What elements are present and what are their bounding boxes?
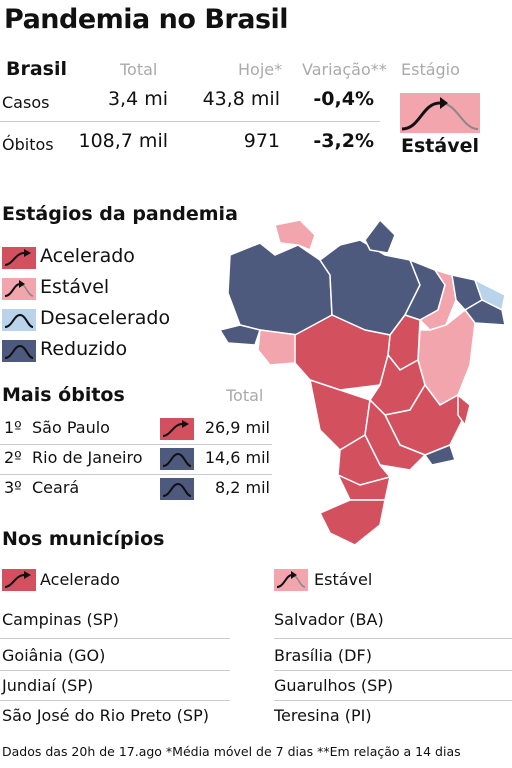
row-cases-variation: -0,4% — [313, 88, 374, 110]
header-stage: Estágio — [401, 60, 460, 79]
stage-item-label: Reduzido — [40, 338, 128, 360]
reduced-stage-icon — [160, 478, 194, 500]
summary-region: Brasil — [6, 58, 68, 80]
state-am — [227, 242, 333, 336]
deaths-rank: 3º — [4, 478, 22, 497]
deaths-total-header: Total — [226, 386, 264, 405]
deaths-total: 14,6 mil — [204, 448, 270, 467]
stable-stage-icon — [274, 569, 308, 591]
reduced-stage-icon — [2, 340, 36, 362]
accelerated-stage-icon — [2, 569, 36, 591]
row-cases-label: Casos — [2, 93, 50, 112]
row-deaths-today: 971 — [243, 130, 280, 152]
state-rr — [274, 219, 316, 251]
decelerating-stage-icon — [2, 309, 36, 331]
state-ro — [257, 329, 299, 366]
summary-divider — [0, 121, 380, 122]
deaths-state: São Paulo — [32, 418, 110, 437]
stage-item-label: Estável — [40, 276, 110, 298]
deaths-state: Ceará — [32, 478, 80, 497]
state-rj — [424, 444, 456, 466]
deaths-state: Rio de Janeiro — [32, 448, 143, 467]
cities-divider — [0, 700, 230, 701]
deaths-rank: 2º — [4, 448, 22, 467]
state-sc — [337, 474, 391, 501]
row-cases-total: 3,4 mi — [107, 88, 168, 110]
deaths-heading: Mais óbitos — [2, 384, 125, 406]
deaths-total: 26,9 mil — [204, 418, 270, 437]
city-stable: Brasília (DF) — [274, 646, 372, 665]
stages-heading: Estágios da pandemia — [2, 203, 238, 225]
deaths-divider — [0, 444, 272, 445]
header-today: Hoje* — [238, 60, 283, 79]
state-ac — [220, 324, 261, 346]
cities-divider — [0, 670, 230, 671]
state-es — [457, 394, 471, 426]
cities-heading: Nos municípios — [2, 528, 165, 550]
deaths-rank: 1º — [4, 418, 22, 437]
stage-item-label: Acelerado — [40, 245, 135, 267]
city-stable: Salvador (BA) — [274, 610, 384, 629]
cities-accelerated-label: Acelerado — [40, 570, 120, 589]
row-deaths-total: 108,7 mil — [78, 130, 169, 152]
cities-divider — [274, 670, 512, 671]
city-accelerated: Goiânia (GO) — [2, 646, 106, 665]
stage-label: Estável — [401, 135, 479, 157]
header-variation: Variação** — [302, 60, 387, 79]
city-accelerated: Campinas (SP) — [2, 610, 119, 629]
city-accelerated: São José do Rio Preto (SP) — [2, 706, 209, 725]
state-ap — [364, 219, 396, 254]
page-title: Pandemia no Brasil — [4, 4, 289, 35]
reduced-stage-icon — [160, 448, 194, 470]
row-deaths-label: Óbitos — [2, 135, 54, 154]
accelerated-stage-icon — [160, 418, 194, 440]
state-rs — [319, 499, 386, 546]
city-stable: Teresina (PI) — [274, 706, 372, 725]
brazil-map — [220, 219, 506, 546]
row-cases-today: 43,8 mil — [202, 88, 280, 110]
deaths-total: 8,2 mil — [214, 478, 270, 497]
state-sp — [364, 399, 426, 471]
stable-stage-icon — [2, 278, 36, 300]
accelerated-stage-icon — [2, 247, 36, 269]
header-total: Total — [120, 60, 158, 79]
footnote: Dados das 20h de 17.ago *Média móvel de … — [2, 744, 461, 759]
deaths-divider — [0, 474, 272, 475]
cities-divider — [274, 700, 512, 701]
city-stable: Guarulhos (SP) — [274, 676, 394, 695]
stage-item-label: Desacelerado — [40, 307, 171, 329]
row-deaths-variation: -3,2% — [313, 130, 374, 152]
cities-stable-label: Estável — [314, 570, 373, 589]
cities-divider — [274, 638, 512, 639]
cities-divider — [0, 638, 230, 639]
city-accelerated: Jundiaí (SP) — [2, 676, 94, 695]
stage-curve-icon — [400, 93, 480, 133]
